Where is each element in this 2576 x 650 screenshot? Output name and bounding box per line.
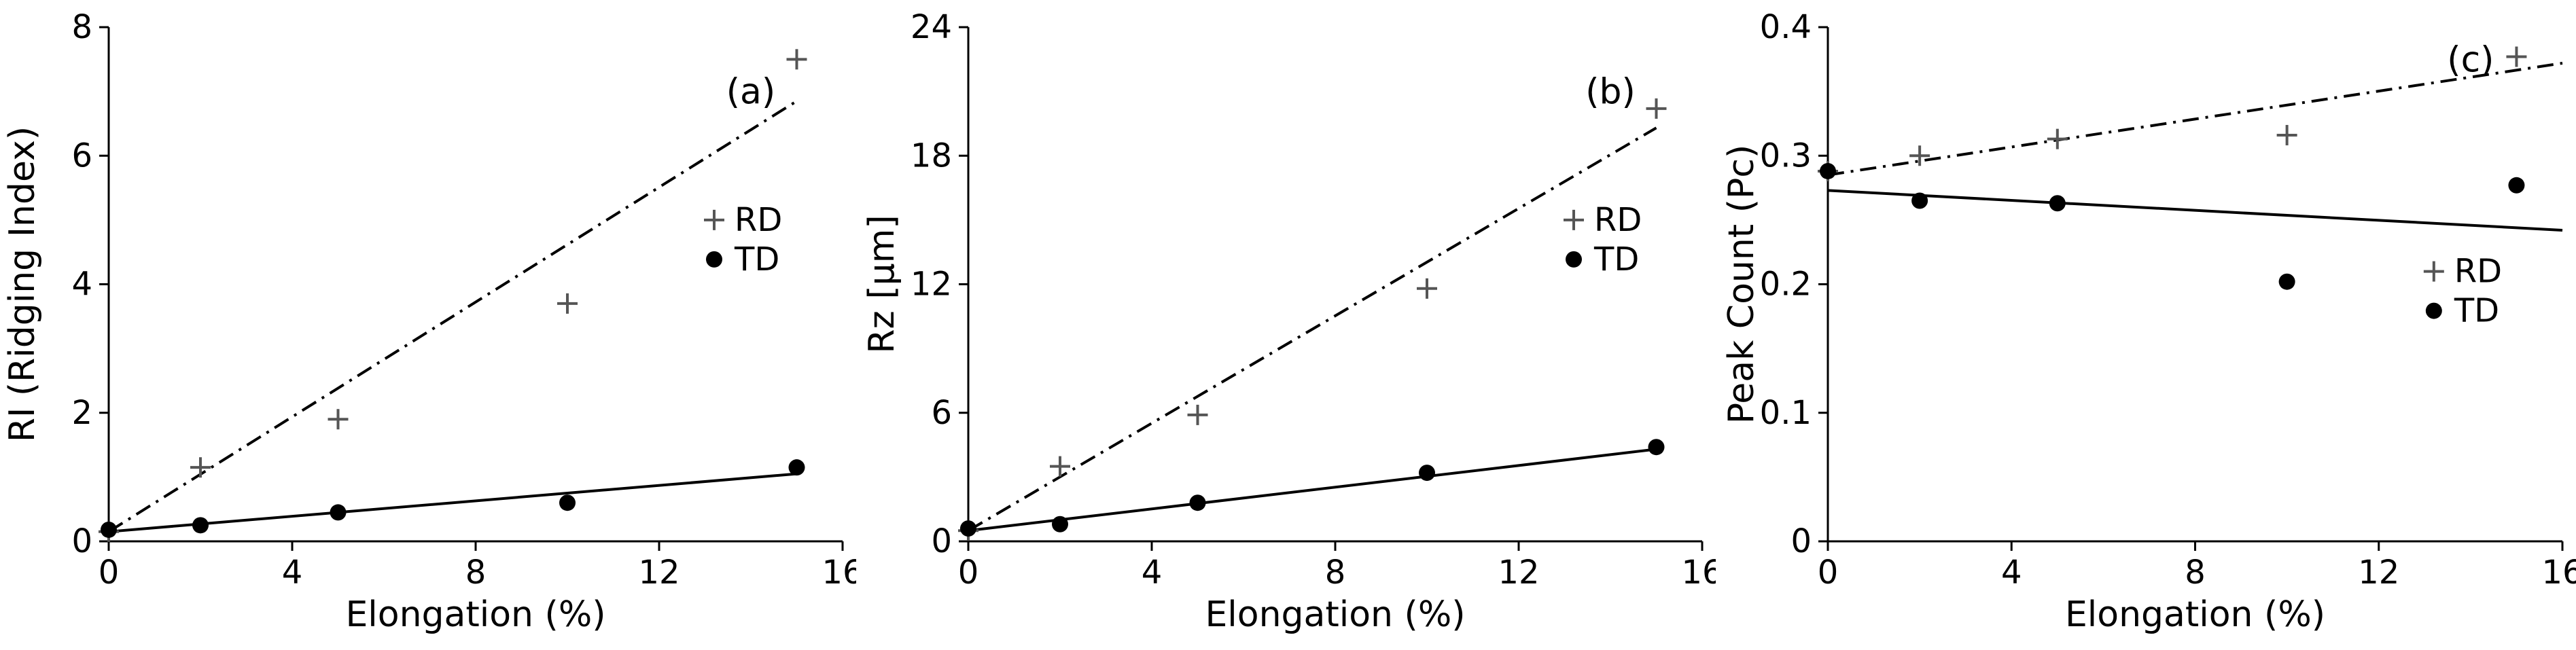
y-axis-title: Peak Count (Pc) bbox=[1721, 145, 1762, 424]
marker-plus bbox=[1188, 405, 1208, 425]
panel-label: (b) bbox=[1585, 72, 1636, 113]
marker-dot bbox=[330, 504, 347, 520]
marker-plus bbox=[557, 293, 578, 314]
x-tick-label: 4 bbox=[282, 554, 303, 592]
legend-label: TD bbox=[1593, 240, 1639, 278]
fit-line-td bbox=[968, 449, 1657, 530]
marker-dot bbox=[192, 517, 209, 533]
marker-plus bbox=[328, 409, 349, 429]
legend-marker-plus bbox=[2424, 261, 2444, 282]
legend-marker-plus bbox=[704, 210, 724, 230]
marker-plus bbox=[2277, 125, 2297, 145]
x-tick-label: 8 bbox=[2185, 554, 2206, 592]
marker-dot bbox=[1419, 465, 1435, 481]
fit-line-rd bbox=[968, 128, 1657, 530]
y-tick-label: 4 bbox=[71, 266, 92, 304]
marker-dot bbox=[1820, 163, 1836, 179]
legend-marker-plus bbox=[1564, 210, 1584, 230]
legend-label: TD bbox=[2454, 292, 2499, 330]
x-tick-label: 4 bbox=[2001, 554, 2022, 592]
x-tick-label: 8 bbox=[1325, 554, 1346, 592]
marker-dot bbox=[1648, 439, 1665, 455]
marker-dot bbox=[2279, 274, 2295, 290]
x-tick-label: 12 bbox=[2358, 554, 2399, 592]
panel-b: 0 4 8 12 16 0 6 12 18 24 Elongation (%) Rz [µm] (b) R… bbox=[860, 0, 1716, 650]
marker-dot bbox=[1911, 192, 1928, 209]
legend-marker-dot bbox=[1566, 251, 1582, 268]
panel-label: (c) bbox=[2447, 39, 2494, 80]
x-tick-label: 0 bbox=[1818, 554, 1839, 592]
y-axis-title: Rz [µm] bbox=[862, 215, 902, 353]
marker-plus bbox=[1646, 98, 1667, 119]
marker-dot bbox=[559, 494, 576, 511]
y-tick-label: 0 bbox=[1790, 522, 1812, 560]
fit-line-rd bbox=[109, 101, 797, 532]
marker-dot bbox=[1052, 516, 1068, 532]
fit-line-td bbox=[109, 474, 797, 532]
marker-plus bbox=[1909, 145, 1930, 166]
y-tick-label: 0 bbox=[931, 522, 952, 560]
legend-label: RD bbox=[735, 201, 782, 239]
y-tick-label: 0.2 bbox=[1760, 266, 1812, 304]
marker-dot bbox=[960, 520, 976, 537]
x-tick-label: 0 bbox=[99, 554, 120, 592]
x-tick-label: 16 bbox=[822, 554, 856, 592]
legend-label: RD bbox=[2454, 253, 2502, 291]
legend-label: TD bbox=[734, 240, 779, 278]
fit-line-td bbox=[1828, 190, 2562, 230]
legend-label: RD bbox=[1594, 201, 1642, 239]
marker-dot bbox=[1190, 494, 1206, 511]
marker-plus bbox=[1417, 278, 1437, 299]
marker-plus bbox=[787, 49, 807, 69]
marker-plus bbox=[190, 457, 211, 477]
x-tick-label: 4 bbox=[1142, 554, 1163, 592]
y-tick-label: 18 bbox=[911, 137, 952, 175]
marker-plus bbox=[2047, 129, 2068, 149]
x-axis-title: Elongation (%) bbox=[345, 594, 605, 635]
figure-root: 048121602468Elongation (%)RI (Ridging In… bbox=[0, 0, 2576, 650]
y-tick-label: 6 bbox=[931, 394, 952, 432]
panel-label: (a) bbox=[726, 72, 775, 113]
x-tick-label: 12 bbox=[638, 554, 680, 592]
panel-a: 048121602468Elongation (%)RI (Ridging In… bbox=[0, 0, 856, 650]
x-tick-label: 16 bbox=[2541, 554, 2576, 592]
y-tick-label: 0.1 bbox=[1760, 394, 1812, 432]
y-tick-label: 0.3 bbox=[1760, 137, 1812, 175]
legend-marker-dot bbox=[706, 251, 722, 268]
x-tick-label: 16 bbox=[1681, 554, 1716, 592]
marker-plus bbox=[1050, 456, 1070, 477]
y-tick-label: 0 bbox=[71, 522, 92, 560]
x-axis-title: Elongation (%) bbox=[2065, 594, 2325, 635]
panel-c: 0 4 8 12 16 0 0.1 0.2 0.3 0.4 Elongation (%) Peak C… bbox=[1719, 0, 2576, 650]
y-axis-title: RI (Ridging Index) bbox=[2, 126, 43, 442]
marker-dot bbox=[789, 459, 805, 475]
y-tick-label: 2 bbox=[71, 394, 92, 432]
x-tick-label: 12 bbox=[1498, 554, 1539, 592]
x-tick-label: 8 bbox=[465, 554, 487, 592]
y-tick-label: 12 bbox=[911, 266, 952, 304]
legend-marker-dot bbox=[2426, 303, 2442, 319]
marker-plus bbox=[2506, 47, 2526, 67]
y-tick-label: 0.4 bbox=[1760, 8, 1812, 46]
x-tick-label: 0 bbox=[958, 554, 979, 592]
y-tick-label: 6 bbox=[71, 137, 92, 175]
y-tick-label: 24 bbox=[911, 8, 952, 46]
x-axis-title: Elongation (%) bbox=[1205, 594, 1465, 635]
marker-dot bbox=[2049, 195, 2066, 211]
marker-dot bbox=[2508, 177, 2524, 194]
marker-dot bbox=[101, 522, 117, 538]
y-tick-label: 8 bbox=[71, 8, 92, 46]
